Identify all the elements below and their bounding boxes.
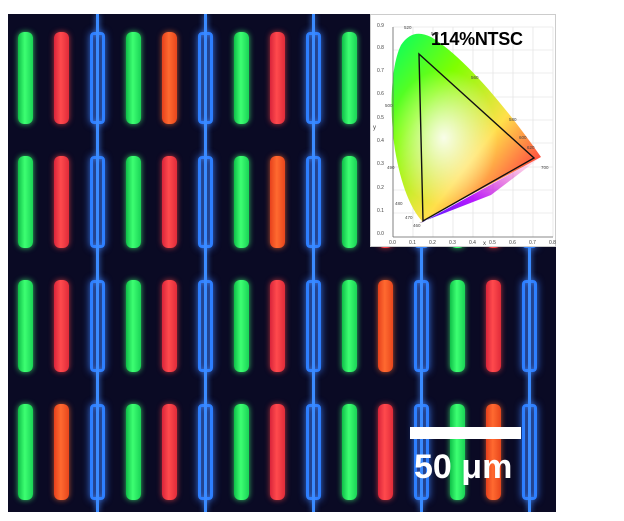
- wavelength-label: 470: [405, 215, 413, 220]
- x-tick-label: 0.5: [489, 240, 496, 246]
- y-tick-label: 0.0: [377, 231, 384, 237]
- red-subpixel: [270, 280, 285, 372]
- blue-trace-line: [420, 14, 423, 512]
- cie-diagram: [391, 26, 554, 238]
- y-tick-label: 0.1: [377, 208, 384, 214]
- y-tick-label: 0.4: [377, 138, 384, 144]
- scale-bar: [410, 427, 521, 439]
- red-subpixel: [270, 32, 285, 124]
- y-tick-label: 0.7: [377, 68, 384, 74]
- green-subpixel: [126, 280, 141, 372]
- x-tick-label: 0.4: [469, 240, 476, 246]
- blue-trace-line: [96, 14, 99, 512]
- x-tick-label: 0.2: [429, 240, 436, 246]
- y-tick-label: 0.6: [377, 91, 384, 97]
- red-subpixel: [162, 32, 177, 124]
- green-subpixel: [126, 32, 141, 124]
- green-subpixel: [342, 404, 357, 500]
- green-subpixel: [18, 32, 33, 124]
- green-subpixel: [126, 156, 141, 248]
- y-tick-label: 0.8: [377, 45, 384, 51]
- green-subpixel: [126, 404, 141, 500]
- ntsc-percentage-label: 114%NTSC: [431, 29, 523, 49]
- x-tick-label: 0.1: [409, 240, 416, 246]
- green-subpixel: [450, 280, 465, 372]
- wavelength-label: 500: [385, 103, 393, 108]
- red-subpixel: [54, 156, 69, 248]
- scale-bar-label: 50 μm: [414, 448, 513, 486]
- blue-trace-line: [312, 14, 315, 512]
- wavelength-label: 580: [509, 117, 517, 122]
- x-tick-label: 0.0: [389, 240, 396, 246]
- x-tick-label: 0.7: [529, 240, 536, 246]
- green-subpixel: [18, 404, 33, 500]
- red-subpixel: [270, 156, 285, 248]
- wavelength-label: 560: [471, 75, 479, 80]
- wavelength-label: 490: [387, 165, 395, 170]
- wavelength-label: 460: [413, 223, 421, 228]
- y-tick-label: 0.3: [377, 161, 384, 167]
- wavelength-label: 480: [395, 201, 403, 206]
- y-tick-label: 0.2: [377, 185, 384, 191]
- x-tick-label: 0.8: [549, 240, 556, 246]
- green-subpixel: [234, 32, 249, 124]
- y-tick-label: 0.9: [377, 23, 384, 29]
- blue-trace-line: [204, 14, 207, 512]
- green-subpixel: [234, 404, 249, 500]
- green-subpixel: [342, 156, 357, 248]
- red-subpixel: [378, 404, 393, 500]
- red-subpixel: [162, 156, 177, 248]
- green-subpixel: [342, 32, 357, 124]
- cie-chromaticity-inset: 114%NTSC 0.9 0.8 0.7 0.6 0.5 0.4 0.3 0.2 0.1 0.0 0…: [370, 14, 556, 247]
- wavelength-label: 540: [431, 31, 439, 36]
- x-axis-letter: x: [483, 241, 486, 247]
- wavelength-label: 520: [404, 25, 412, 30]
- x-tick-label: 0.6: [509, 240, 516, 246]
- green-subpixel: [234, 280, 249, 372]
- x-tick-label: 0.3: [449, 240, 456, 246]
- green-subpixel: [18, 156, 33, 248]
- green-subpixel: [234, 156, 249, 248]
- red-subpixel: [54, 32, 69, 124]
- green-subpixel: [342, 280, 357, 372]
- red-subpixel: [54, 404, 69, 500]
- y-tick-label: 0.5: [377, 115, 384, 121]
- red-subpixel: [162, 404, 177, 500]
- red-subpixel: [378, 280, 393, 372]
- y-axis-letter: y: [373, 125, 376, 131]
- red-subpixel: [162, 280, 177, 372]
- red-subpixel: [54, 280, 69, 372]
- red-subpixel: [486, 280, 501, 372]
- wavelength-label: 620: [527, 145, 535, 150]
- blue-trace-line: [528, 14, 531, 512]
- red-subpixel: [270, 404, 285, 500]
- ntsc-gamut-triangle: [418, 52, 536, 223]
- green-subpixel: [18, 280, 33, 372]
- wavelength-label: 600: [519, 135, 527, 140]
- wavelength-label: 700: [541, 165, 549, 170]
